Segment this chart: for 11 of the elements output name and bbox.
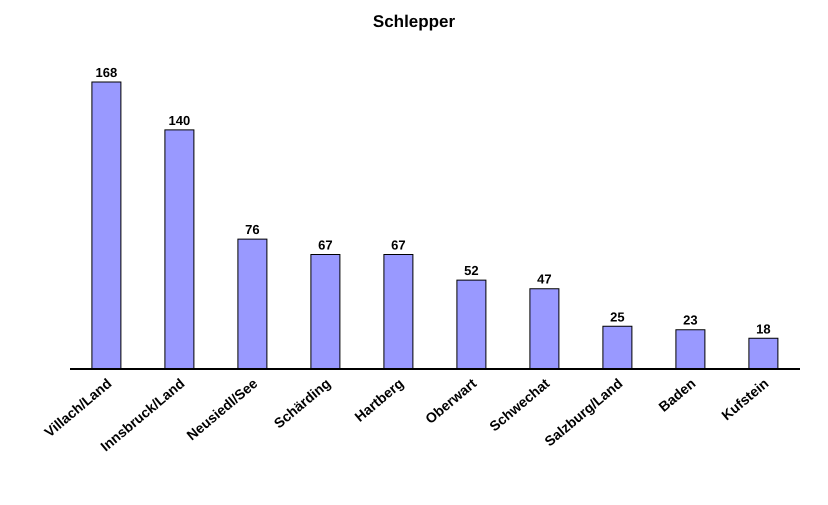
- data-label: 23: [683, 312, 698, 328]
- data-label: 67: [318, 238, 333, 253]
- data-label: 140: [168, 112, 190, 128]
- data-label: 18: [756, 321, 771, 336]
- data-label: 52: [464, 263, 479, 278]
- chart-title: Schlepper: [372, 12, 456, 33]
- data-label: 76: [245, 222, 260, 238]
- data-label: 47: [537, 272, 552, 287]
- data-label: 168: [96, 65, 118, 80]
- data-label: 67: [391, 238, 406, 253]
- data-label: 25: [610, 309, 625, 324]
